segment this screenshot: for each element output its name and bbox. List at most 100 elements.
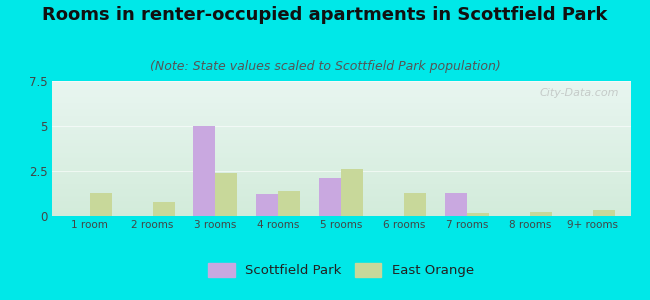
Bar [52, 179, 630, 181]
Bar [404, 193, 426, 216]
Bar [52, 140, 630, 142]
Bar [52, 167, 630, 169]
Bar [52, 113, 630, 115]
Bar [52, 154, 630, 155]
Bar [52, 112, 630, 113]
Bar [341, 169, 363, 216]
Bar [52, 173, 630, 174]
Bar [52, 81, 630, 82]
Bar [52, 192, 630, 193]
Bar [52, 131, 630, 132]
Bar [52, 146, 630, 147]
Bar [52, 84, 630, 85]
Bar [52, 123, 630, 124]
Bar [52, 96, 630, 97]
Bar [52, 204, 630, 205]
Bar [52, 196, 630, 197]
Bar [52, 116, 630, 117]
Text: City-Data.com: City-Data.com [540, 88, 619, 98]
Bar [52, 166, 630, 167]
Bar [52, 193, 630, 194]
Bar [52, 100, 630, 101]
Bar [467, 213, 489, 216]
Bar [52, 144, 630, 146]
Bar [52, 198, 630, 200]
Bar [52, 94, 630, 96]
Bar [52, 205, 630, 206]
Bar [52, 142, 630, 143]
Bar [52, 197, 630, 199]
Bar [52, 190, 630, 192]
Bar [52, 109, 630, 111]
Bar [52, 159, 630, 160]
Bar [52, 108, 630, 109]
Bar [90, 193, 112, 216]
Bar [52, 208, 630, 209]
Bar [52, 194, 630, 196]
Bar [52, 136, 630, 138]
Bar [52, 88, 630, 89]
Text: Rooms in renter-occupied apartments in Scottfield Park: Rooms in renter-occupied apartments in S… [42, 6, 608, 24]
Text: (Note: State values scaled to Scottfield Park population): (Note: State values scaled to Scottfield… [150, 60, 500, 73]
Bar [52, 82, 630, 84]
Bar [52, 147, 630, 148]
Bar [52, 134, 630, 135]
Bar [52, 98, 630, 100]
Bar [52, 86, 630, 88]
Bar [52, 120, 630, 122]
Bar [52, 138, 630, 139]
Bar [52, 206, 630, 208]
Bar [52, 169, 630, 170]
Bar [52, 184, 630, 185]
Bar [52, 163, 630, 165]
Bar [52, 127, 630, 128]
Bar [52, 111, 630, 112]
Bar [52, 177, 630, 178]
Bar [52, 143, 630, 144]
Bar [52, 212, 630, 213]
Bar [52, 115, 630, 116]
Bar [52, 148, 630, 150]
Bar [52, 124, 630, 125]
Bar [52, 135, 630, 136]
Bar [52, 139, 630, 140]
Bar [52, 93, 630, 94]
Bar [52, 174, 630, 176]
Bar [52, 186, 630, 188]
Bar [52, 176, 630, 177]
Bar [52, 125, 630, 127]
Bar [52, 128, 630, 130]
Bar [530, 212, 552, 216]
Bar [52, 150, 630, 151]
Bar [52, 90, 630, 92]
Bar [52, 122, 630, 123]
Bar [52, 165, 630, 166]
Bar [52, 185, 630, 186]
Bar [52, 158, 630, 159]
Bar [52, 101, 630, 103]
Bar [52, 201, 630, 202]
Bar [52, 188, 630, 189]
Legend: Scottfield Park, East Orange: Scottfield Park, East Orange [209, 263, 474, 277]
Bar [52, 152, 630, 154]
Bar [52, 103, 630, 104]
Bar [52, 209, 630, 211]
Bar [52, 132, 630, 134]
Bar [52, 106, 630, 108]
Bar [52, 89, 630, 90]
Bar [52, 97, 630, 98]
Bar [52, 151, 630, 152]
Bar [278, 191, 300, 216]
Bar [52, 85, 630, 86]
Bar [52, 170, 630, 171]
Bar [445, 193, 467, 216]
Bar [52, 202, 630, 204]
Bar [52, 161, 630, 162]
Bar [52, 118, 630, 119]
Bar [153, 202, 175, 216]
Bar [52, 181, 630, 182]
Bar [52, 92, 630, 93]
Bar [52, 105, 630, 106]
Bar [319, 178, 341, 216]
Bar [52, 130, 630, 131]
